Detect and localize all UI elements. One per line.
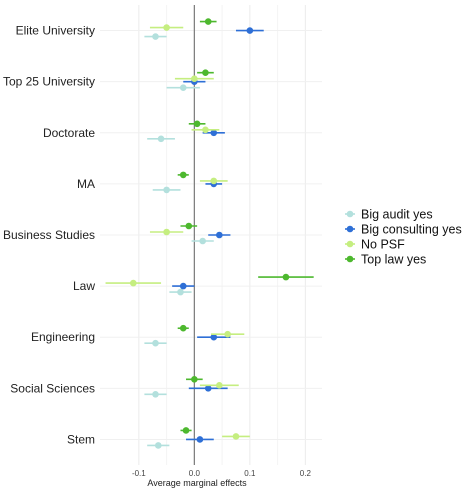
x-tick-label: 0.1 [244, 469, 256, 478]
category-label: Elite University [16, 24, 95, 38]
estimate-point [163, 186, 170, 194]
estimate-point [210, 129, 218, 137]
estimate-point [202, 126, 209, 134]
x-tick-label: -0.1 [132, 469, 146, 478]
estimate-point [210, 177, 218, 185]
estimate-point [210, 333, 218, 341]
category-label: Top 25 University [3, 75, 95, 89]
estimate-point [216, 231, 223, 239]
legend-key-point [346, 210, 354, 218]
estimate-point [154, 442, 162, 449]
legend-key-point [346, 240, 354, 248]
estimate-point [163, 24, 170, 31]
estimate-point [130, 279, 137, 287]
category-label: Doctorate [43, 126, 95, 140]
estimate-point [185, 222, 193, 230]
x-tick-label: 0.0 [189, 469, 201, 478]
estimate-point [282, 273, 290, 281]
estimate-point [204, 385, 212, 392]
category-label: Stem [67, 432, 95, 446]
estimate-point [232, 433, 240, 440]
x-tick-label: 0.2 [300, 469, 312, 478]
estimate-point [191, 376, 198, 383]
legend-label: No PSF [361, 238, 405, 252]
estimate-point [204, 18, 212, 25]
category-labels: Elite University Top 25 University Doctora… [3, 24, 95, 447]
estimate-point [157, 135, 165, 143]
estimate-point [152, 391, 159, 398]
estimate-point [216, 382, 223, 389]
estimate-point [193, 120, 201, 128]
x-axis-title: Average marginal effects [147, 478, 247, 488]
estimate-marks [105, 18, 314, 449]
legend-key-point [346, 255, 354, 263]
legend-label: Big consulting yes [361, 223, 462, 237]
x-tick-labels: -0.1 0.0 0.1 0.2 [132, 469, 312, 478]
estimate-point [179, 282, 187, 290]
estimate-point [179, 84, 187, 91]
category-label: Business Studies [3, 228, 95, 242]
estimate-point [246, 27, 254, 34]
category-label: MA [77, 177, 95, 191]
estimate-point [163, 228, 170, 236]
legend-label: Top law yes [361, 253, 426, 267]
legend-key-point [346, 225, 354, 233]
estimate-point [182, 427, 190, 434]
estimate-point [224, 330, 231, 338]
estimate-point [152, 33, 159, 40]
estimate-point [196, 436, 204, 443]
estimate-point [179, 324, 187, 332]
category-label: Law [73, 279, 95, 293]
estimate-point [177, 288, 184, 296]
estimate-point [179, 171, 187, 179]
category-label: Engineering [31, 330, 95, 344]
estimate-point [191, 75, 198, 82]
legend-label: Big audit yes [361, 208, 433, 222]
estimate-point [199, 237, 206, 245]
estimate-point [152, 339, 159, 347]
estimate-point [202, 69, 209, 76]
category-label: Social Sciences [10, 381, 95, 395]
